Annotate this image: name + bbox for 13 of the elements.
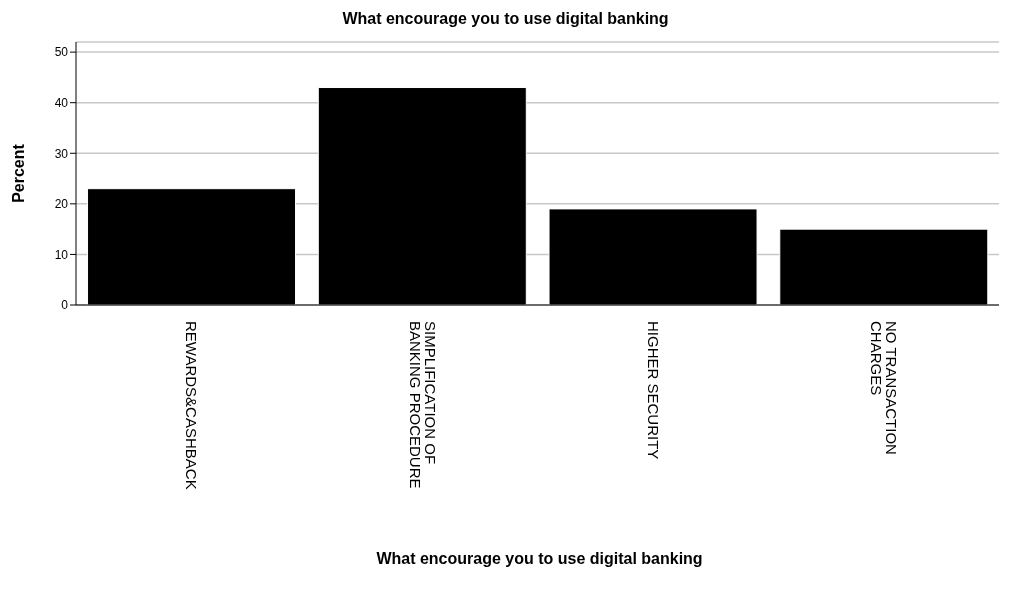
x-tick-label: HIGHER SECURITY xyxy=(644,321,662,460)
y-tick-label: 20 xyxy=(54,197,69,212)
x-tick-label: NO TRANSACTION CHARGES xyxy=(868,321,901,455)
x-axis-title: What encourage you to use digital banking xyxy=(375,550,704,568)
chart-title: What encourage you to use digital banking xyxy=(341,9,670,29)
y-tick-label: 50 xyxy=(54,45,69,60)
y-axis-title: Percent xyxy=(9,143,27,203)
x-tick-label: SIMPLIFICATION OF BANKING PROCEDURE xyxy=(406,321,439,489)
y-tick-label: 10 xyxy=(54,247,69,262)
y-tick-label: 40 xyxy=(54,95,69,110)
x-tick-label: REWARDS&CASHBACK xyxy=(183,321,201,490)
y-tick-label: 0 xyxy=(61,298,69,313)
y-tick-label: 30 xyxy=(54,146,69,161)
